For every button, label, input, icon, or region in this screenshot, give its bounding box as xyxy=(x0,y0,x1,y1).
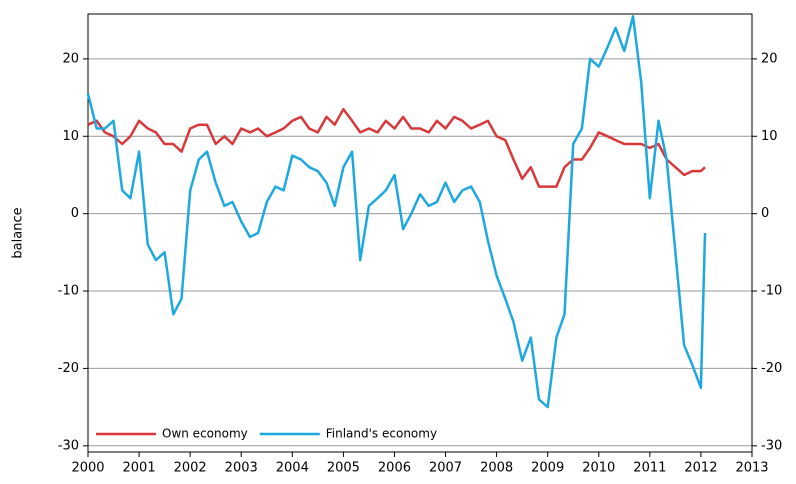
x-tick-label: 2006 xyxy=(378,461,411,476)
x-tick-label: 2007 xyxy=(429,461,462,476)
y-tick-label: -10 xyxy=(58,284,79,299)
x-tick-label: 2001 xyxy=(123,461,156,476)
plot-frame xyxy=(87,13,753,453)
x-tick-label: 2013 xyxy=(735,461,768,476)
legend-label: Own economy xyxy=(162,427,248,441)
series-line xyxy=(87,107,706,188)
y2-tick-label: -20 xyxy=(761,361,782,376)
y-tick-label: 20 xyxy=(62,51,79,66)
x-tick-label: 2000 xyxy=(71,461,104,476)
legend-label: Finland's economy xyxy=(326,427,437,441)
y-tick-label: -20 xyxy=(58,361,79,376)
y2-tick-label: 0 xyxy=(761,206,769,221)
y-tick-label: -30 xyxy=(58,438,79,453)
x-tick-label: 2004 xyxy=(276,461,309,476)
x-tick-label: 2005 xyxy=(327,461,360,476)
y2-tick-label: 10 xyxy=(761,129,778,144)
y-tick-label: 10 xyxy=(62,129,79,144)
y2-tick-label: -10 xyxy=(761,284,782,299)
y2-tick-label: -30 xyxy=(761,438,782,453)
x-tick-label: 2003 xyxy=(225,461,258,476)
x-tick-label: 2002 xyxy=(174,461,207,476)
y-axis-label: balance xyxy=(11,207,26,258)
y2-tick-label: 20 xyxy=(761,51,778,66)
x-tick-label: 2008 xyxy=(480,461,513,476)
x-tick-label: 2012 xyxy=(684,461,717,476)
x-tick-label: 2011 xyxy=(633,461,666,476)
y-tick-label: 0 xyxy=(71,206,79,221)
x-tick-label: 2010 xyxy=(582,461,615,476)
x-tick-label: 2009 xyxy=(531,461,564,476)
series-line xyxy=(86,15,707,409)
